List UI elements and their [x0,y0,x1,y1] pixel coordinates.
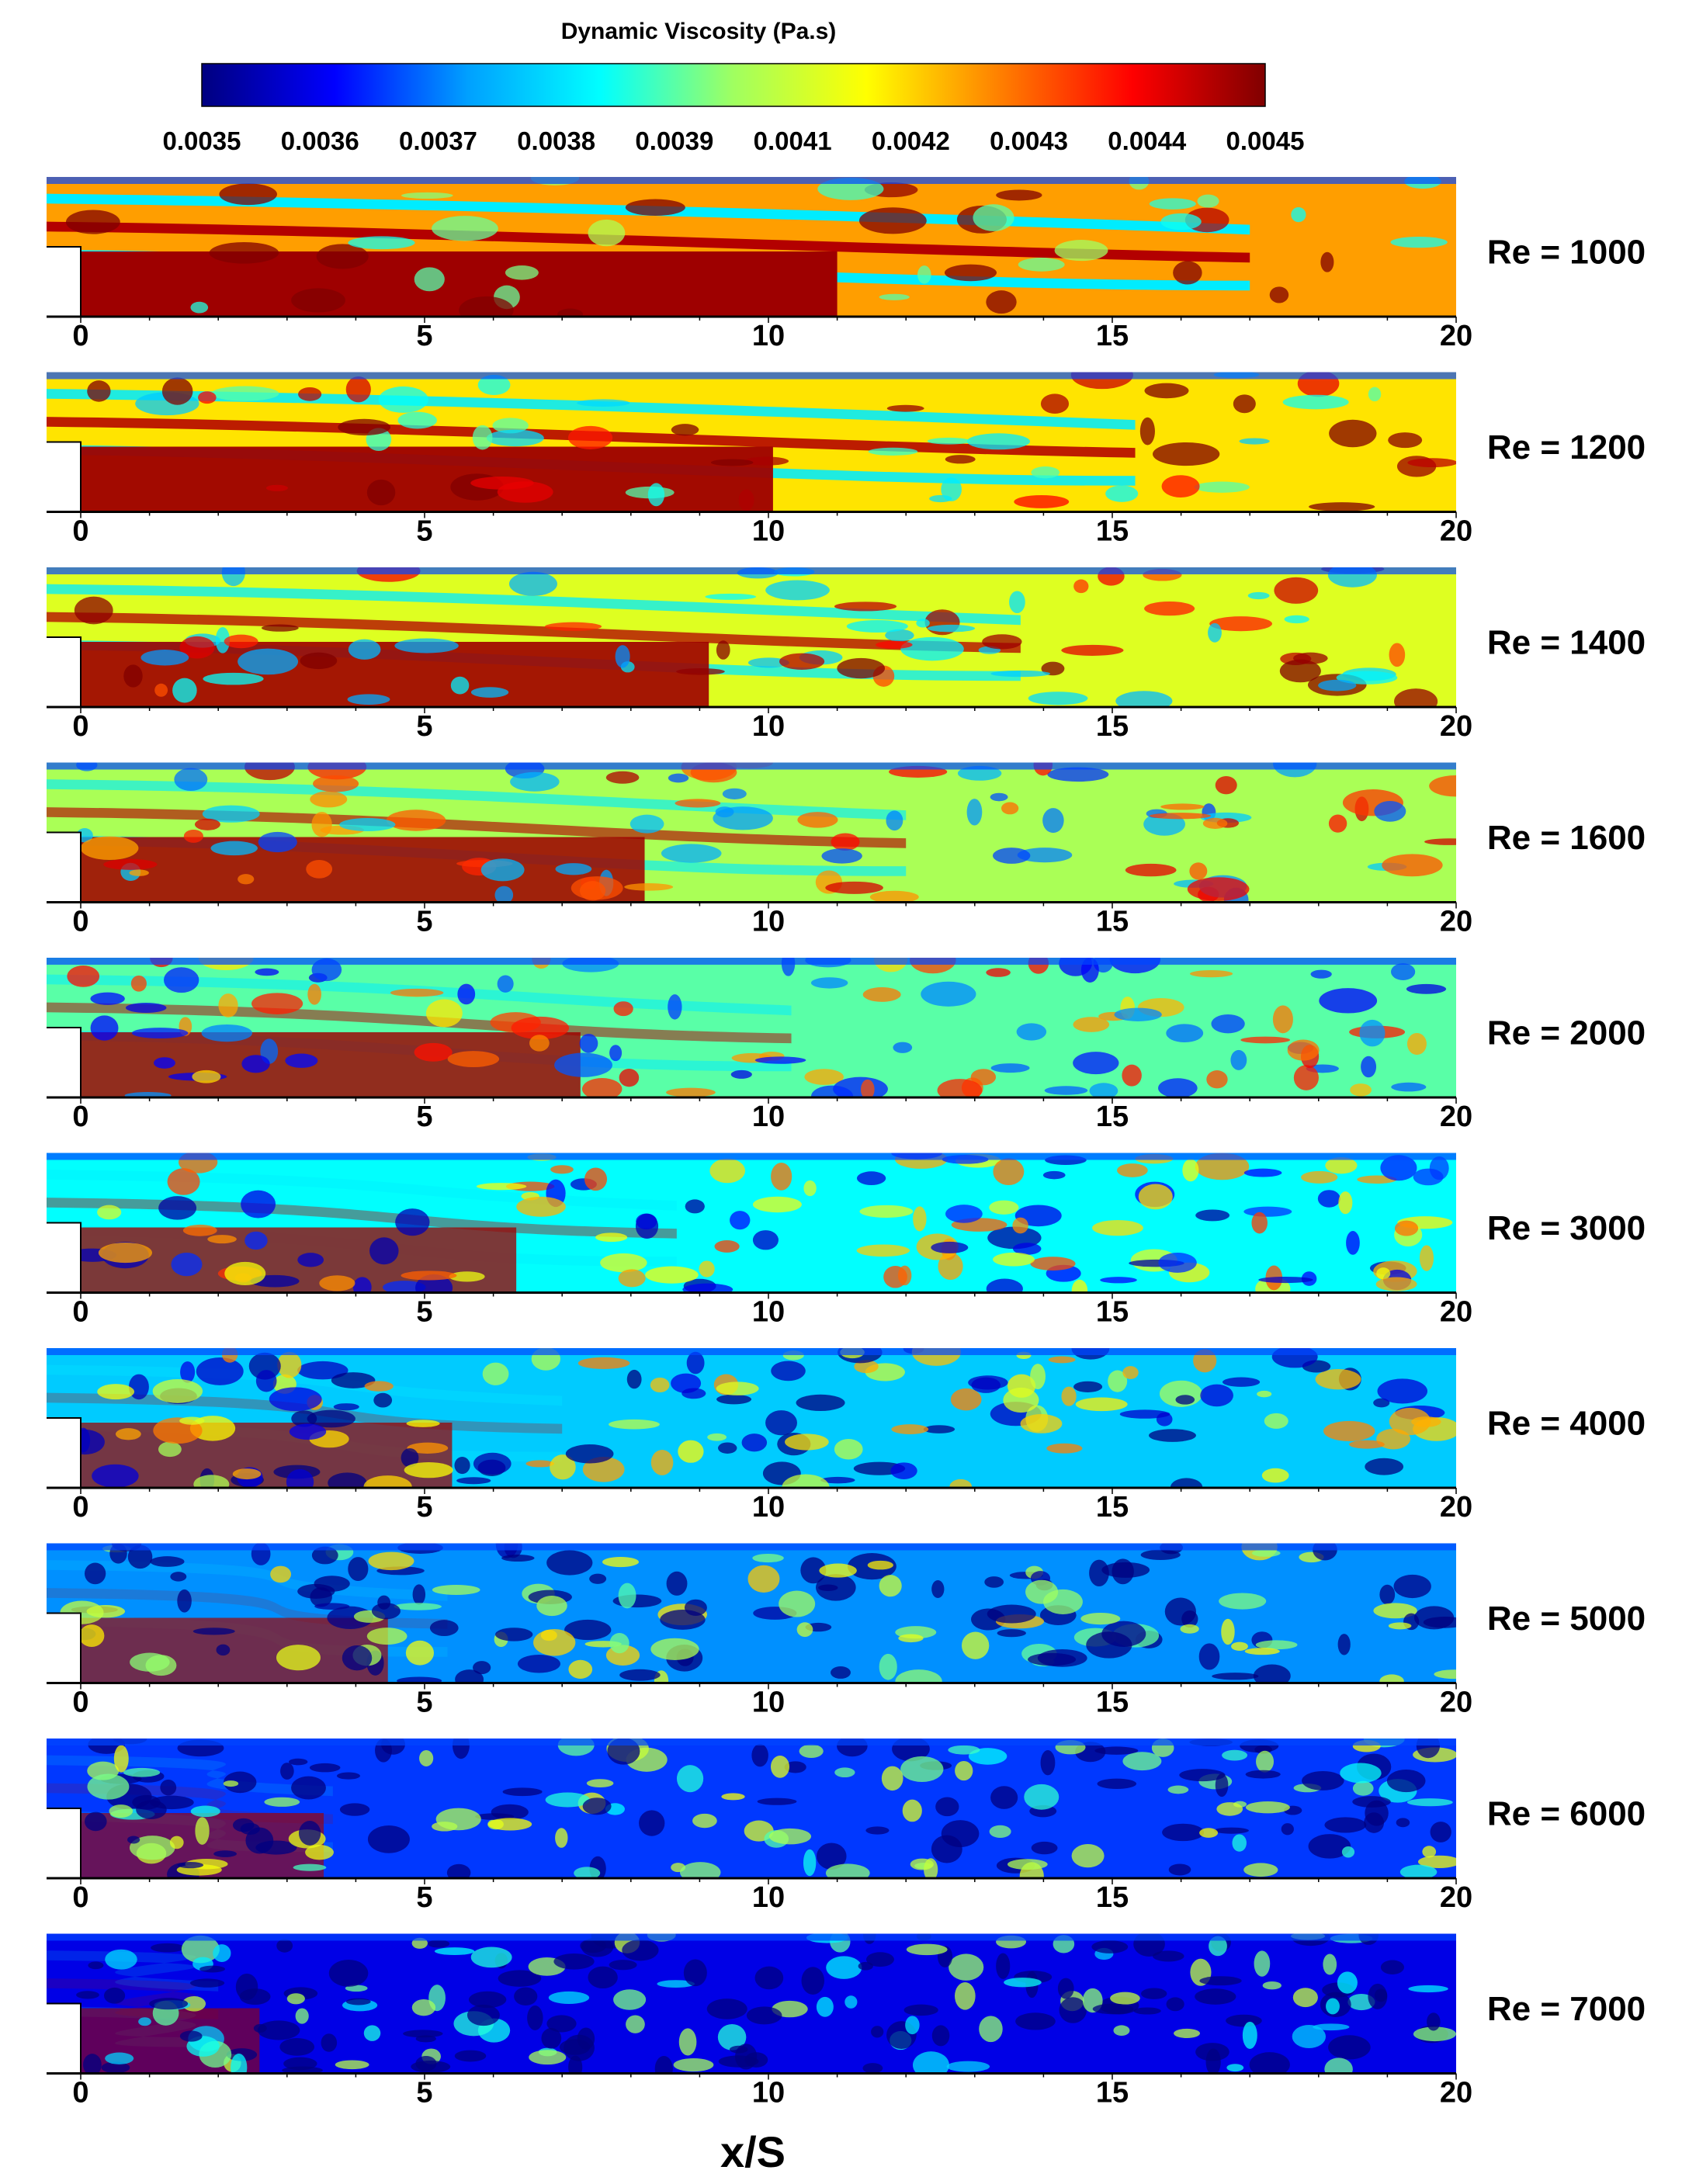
x-tick-label: 5 [416,1491,432,1524]
colorbar-tick-label: 0.0036 [281,127,359,155]
reynolds-label: Re = 2000 [1487,1014,1646,1052]
colorbar-tick-label: 0.0038 [517,127,595,155]
x-tick-label: 15 [1096,320,1129,352]
x-tick-label: 0 [72,2077,88,2109]
x-tick-label: 20 [1440,1687,1472,1719]
x-tick-label: 5 [416,2077,432,2109]
x-tick-label: 20 [1440,515,1472,548]
colorbar-tick-label: 0.0035 [163,127,241,155]
reynolds-label: Re = 4000 [1487,1405,1646,1443]
x-tick-label: 10 [752,1881,785,1914]
x-tick-label: 15 [1096,1881,1129,1914]
x-tick-label: 15 [1096,710,1129,743]
x-axis-label: x/S [720,2127,786,2176]
x-tick-label: 10 [752,1687,785,1719]
x-tick-label: 0 [72,1881,88,1914]
x-tick-label: 10 [752,1491,785,1524]
x-tick-label: 5 [416,1101,432,1133]
colorbar-tick-label: 0.0037 [399,127,477,155]
x-tick-label: 0 [72,1101,88,1133]
x-tick-label: 0 [72,906,88,938]
reynolds-label: Re = 7000 [1487,1990,1646,2028]
contour-panel: 0 5 10 15 20 Re = 5000 [47,1543,1646,1719]
contour-panel: 0 5 10 15 20 Re = 3000 [47,1153,1646,1329]
reynolds-label: Re = 1000 [1487,234,1646,272]
colorbar-title: Dynamic Viscosity (Pa.s) [561,19,837,44]
reynolds-label: Re = 1200 [1487,428,1646,466]
colorbar-tick-labels: 0.0035 0.0036 0.0037 0.0038 0.0039 0.0041 0.00… [163,127,1305,155]
x-tick-label: 15 [1096,515,1129,548]
x-tick-label: 10 [752,906,785,938]
x-tick-label: 15 [1096,1296,1129,1329]
x-tick-label: 20 [1440,1101,1472,1133]
x-tick-label: 20 [1440,1881,1472,1914]
x-tick-label: 20 [1440,710,1472,743]
reynolds-label: Re = 1400 [1487,624,1646,662]
colorbar-tick-label: 0.0039 [635,127,713,155]
x-tick-label: 15 [1096,906,1129,938]
x-tick-label: 0 [72,1687,88,1719]
contour-panel: 0 5 10 15 20 Re = 2000 [47,958,1646,1133]
colorbar-tick-label: 0.0044 [1108,127,1187,155]
x-tick-label: 10 [752,1296,785,1329]
contour-panel: 0 5 10 15 20 Re = 1000 [47,177,1646,352]
x-tick-label: 15 [1096,2077,1129,2109]
x-tick-label: 0 [72,320,88,352]
x-tick-label: 10 [752,1101,785,1133]
x-tick-label: 5 [416,710,432,743]
reynolds-label: Re = 1600 [1487,819,1646,857]
x-tick-label: 10 [752,320,785,352]
x-tick-label: 5 [416,1881,432,1914]
contour-panel: 0 5 10 15 20 Re = 4000 [47,1348,1646,1524]
contour-panel: 0 5 10 15 20 Re = 1400 [47,567,1646,743]
contour-panel: 0 5 10 15 20 Re = 1200 [47,372,1646,548]
contour-panels: 0 5 10 15 20 Re = 1000 0 5 10 15 20 Re = 1200 0 5 10 15… [47,177,1646,2109]
x-tick-label: 0 [72,1296,88,1329]
colorbar-tick-label: 0.0043 [990,127,1068,155]
contour-panel: 0 5 10 15 20 Re = 7000 [47,1933,1646,2109]
reynolds-label: Re = 5000 [1487,1600,1646,1638]
x-tick-label: 0 [72,1491,88,1524]
x-tick-label: 15 [1096,1687,1129,1719]
x-tick-label: 5 [416,1296,432,1329]
x-tick-label: 15 [1096,1491,1129,1524]
reynolds-label: Re = 3000 [1487,1209,1646,1247]
x-tick-label: 10 [752,710,785,743]
colorbar-tick-label: 0.0041 [754,127,832,155]
x-tick-label: 5 [416,1687,432,1719]
x-tick-label: 5 [416,515,432,548]
x-tick-label: 15 [1096,1101,1129,1133]
contour-panel: 0 5 10 15 20 Re = 1600 [47,762,1646,938]
colorbar-tick-label: 0.0045 [1226,127,1305,155]
x-tick-label: 0 [72,515,88,548]
colorbar [201,63,1266,107]
x-tick-label: 20 [1440,906,1472,938]
contour-panel: 0 5 10 15 20 Re = 6000 [47,1739,1646,1914]
x-tick-label: 20 [1440,1296,1472,1329]
x-tick-label: 5 [416,906,432,938]
x-tick-label: 0 [72,710,88,743]
x-tick-label: 20 [1440,320,1472,352]
x-tick-label: 10 [752,515,785,548]
x-tick-label: 20 [1440,1491,1472,1524]
x-tick-label: 20 [1440,2077,1472,2109]
x-tick-label: 10 [752,2077,785,2109]
colorbar-tick-label: 0.0042 [872,127,950,155]
reynolds-label: Re = 6000 [1487,1795,1646,1833]
x-tick-label: 5 [416,320,432,352]
